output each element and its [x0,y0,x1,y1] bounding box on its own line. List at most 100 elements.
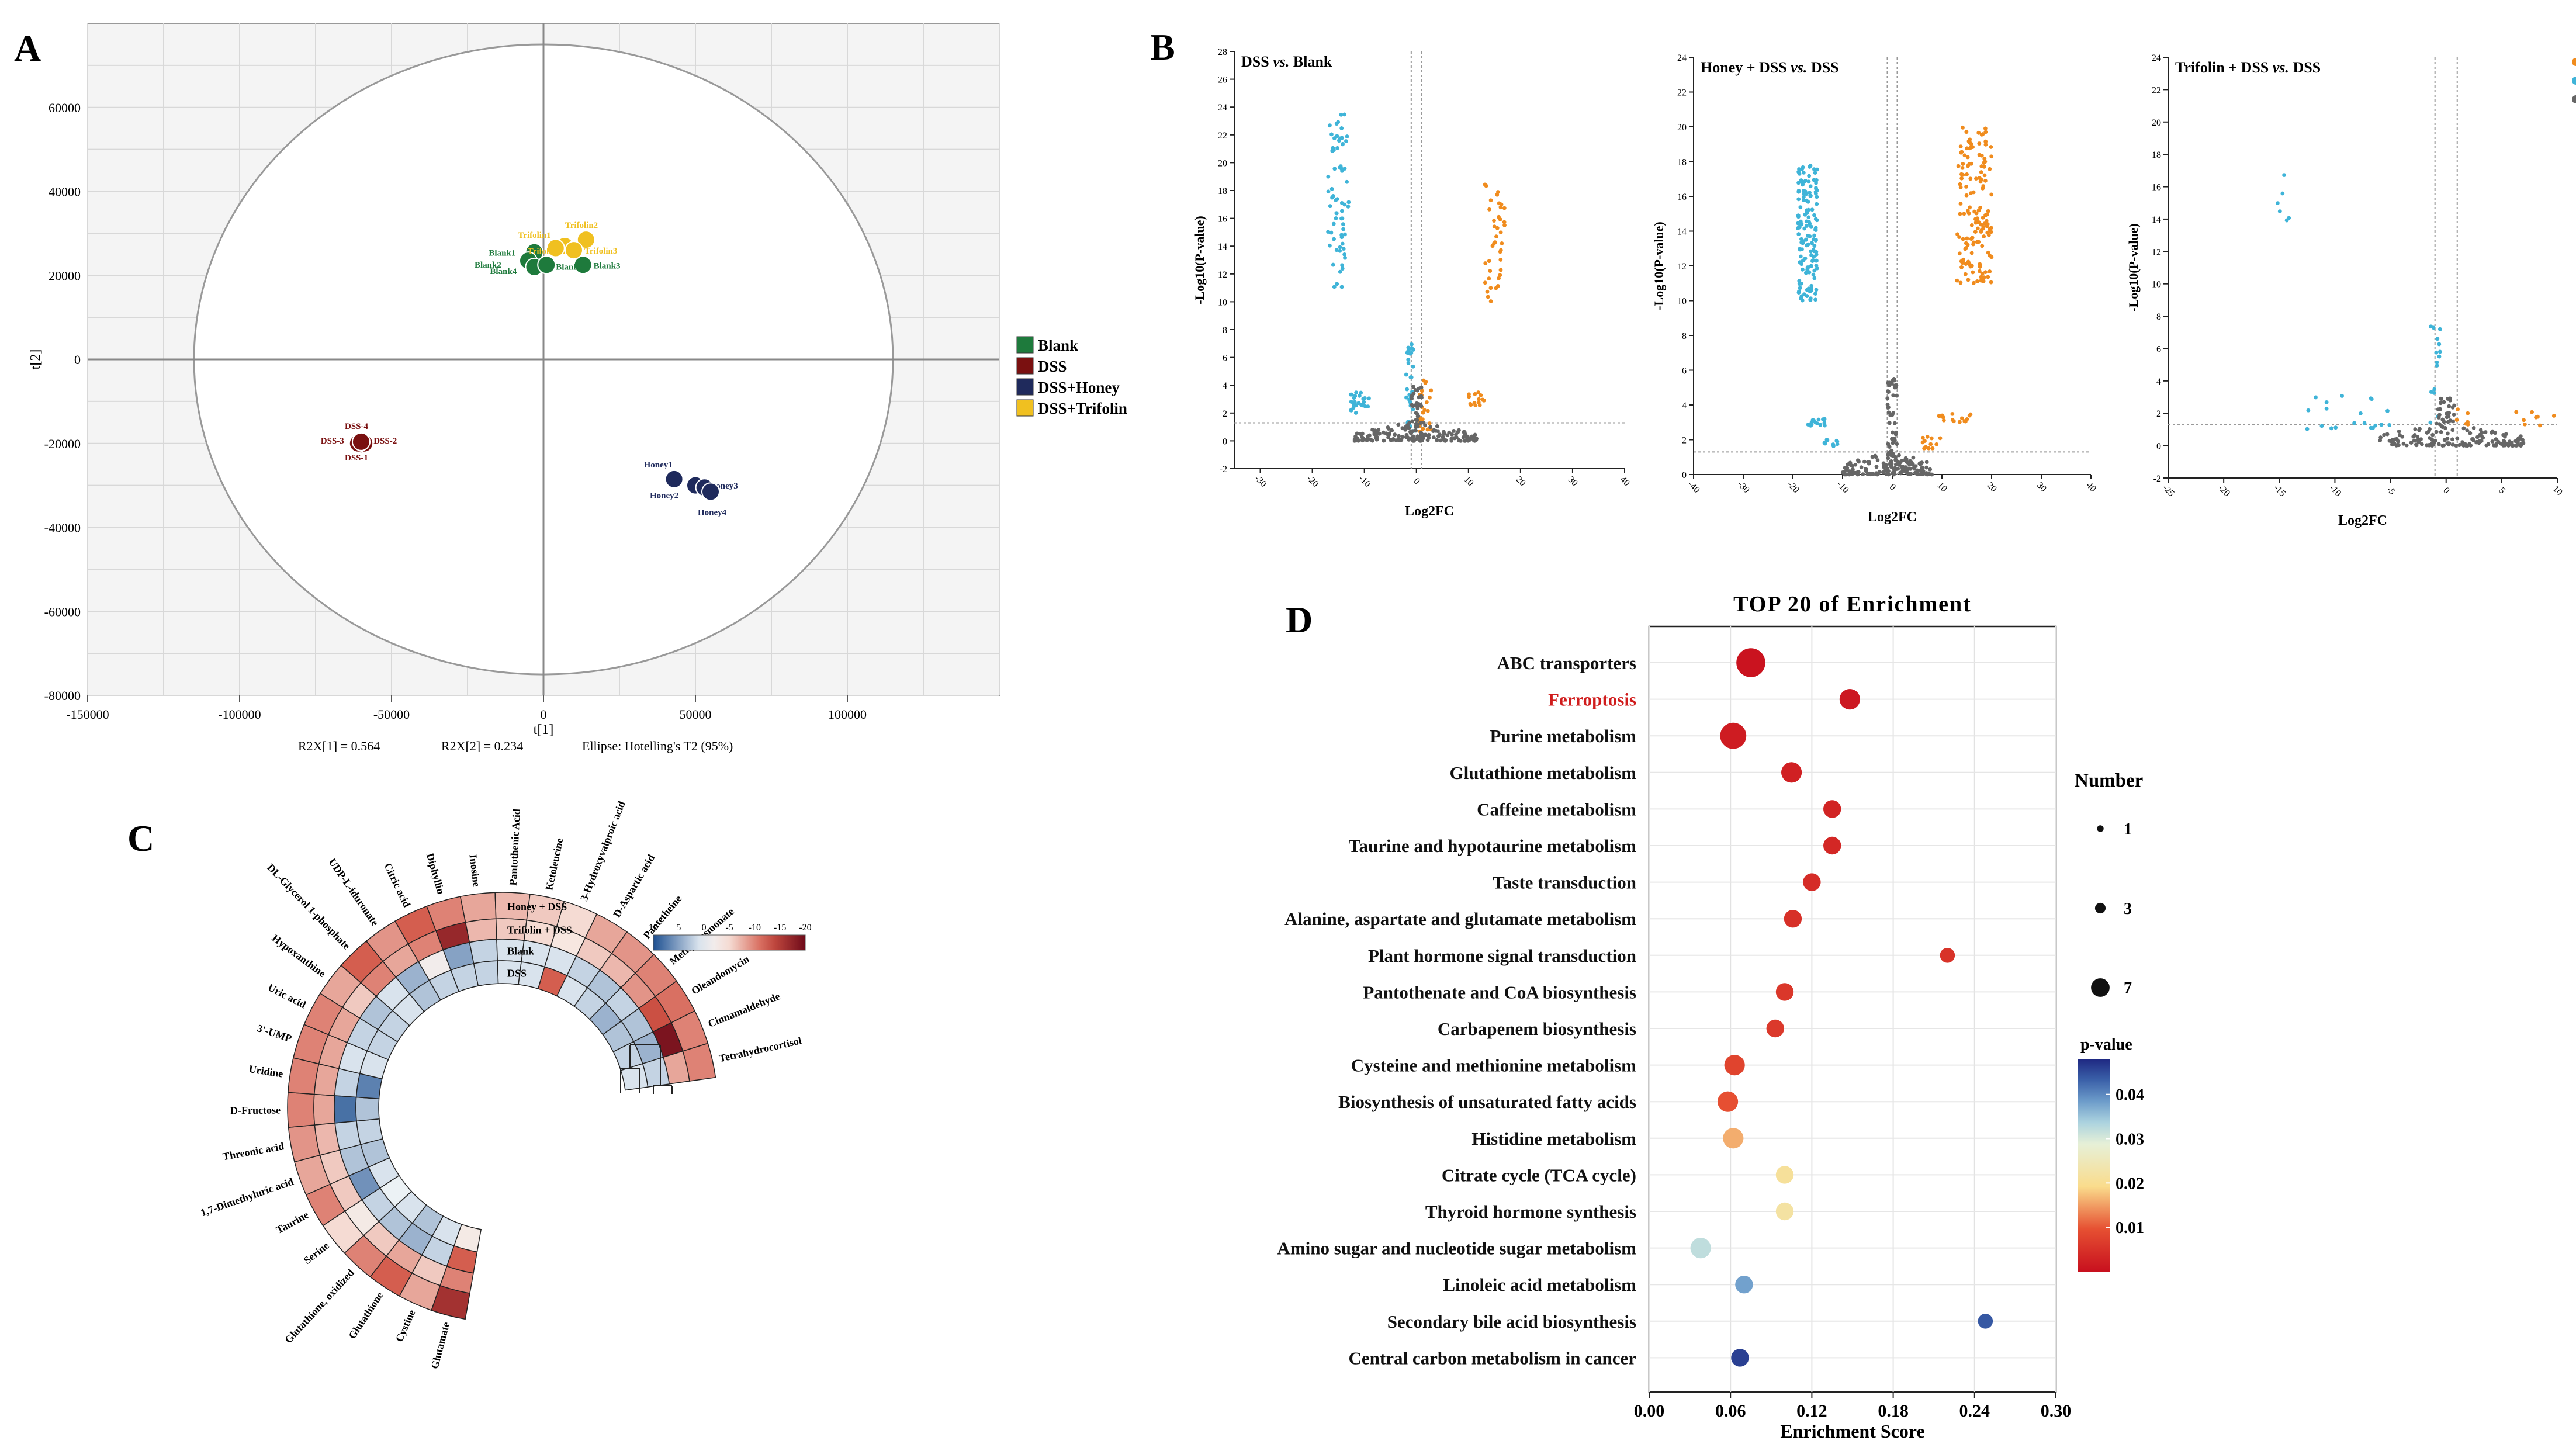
volcano-point-up [1930,446,1935,451]
volcano-point-nodiff [2412,438,2416,443]
pca-y-axis-title: t[2] [28,349,43,370]
volcano-point-up [1940,413,1944,418]
pca-point-label: Trifolin3 [584,247,617,256]
volcano-point-up [1968,412,1973,417]
volcano-point-up [1490,244,1495,248]
volcano-point-down [2385,408,2390,413]
volcano-point-down [1329,132,1334,137]
heatmap-column-label: D-Aspartic acid [611,853,657,920]
volcano-point-down [1367,396,1371,401]
volcano-x-tick-label: 5 [2497,486,2507,496]
volcano-point-down [2340,394,2345,398]
volcano-point-up [1961,172,1965,177]
volcano-point-nodiff [1904,457,1909,462]
volcano-point-down [1804,219,1809,224]
volcano-point-down [1358,393,1362,398]
volcano-point-up [1958,185,1963,189]
volcano-point-up [1989,154,1994,159]
pca-x-tick-label: 100000 [828,707,867,722]
volcano-point-down [1339,285,1344,289]
volcano-point-down [1328,243,1332,248]
pca-footer-text: R2X[1] = 0.564 [298,739,380,753]
volcano-point-up [1979,275,1983,279]
heatmap-scale-tick: 10 [649,923,658,933]
volcano-point-down [2314,395,2318,400]
volcano-x-tick-label: -20 [2216,483,2232,498]
volcano-point-down [1814,186,1819,191]
volcano-point-nodiff [1909,460,1913,465]
volcano-point-up [1498,205,1503,210]
volcano-point-down [1332,136,1337,140]
volcano-point-down [1342,252,1347,257]
volcano-point-down [1799,223,1803,227]
volcano-point-up [1469,403,1473,407]
volcano-y-tick-label: 8 [2156,312,2161,322]
pca-point-label: Blank1 [489,249,515,258]
volcano-legend-dot [2572,58,2576,66]
volcano-point-nodiff [2519,444,2523,448]
volcano-point-up [1958,280,1963,285]
volcano-point-nodiff [1399,438,1404,442]
pca-x-tick-label: 50000 [680,707,712,722]
volcano-point-nodiff [1474,438,1479,442]
volcano-point-nodiff [1370,427,1374,432]
volcano-y-tick-label: 20 [2152,118,2161,128]
volcano-point-down [2437,342,2442,347]
volcano-point-nodiff [1865,472,1870,476]
volcano-point-down [1342,112,1347,117]
volcano-point-down [1340,209,1344,213]
volcano-point-up [1481,398,1485,402]
volcano-point-nodiff [2451,419,2456,424]
volcano-point-nodiff [2418,438,2422,442]
volcano-point-down [1352,400,1357,404]
volcano-point-nodiff [1403,427,1408,432]
volcano-point-up [1965,155,1970,160]
volcano-point-down [1339,235,1344,240]
heatmap-column-label: Glutamate [428,1321,452,1370]
volcano-point-down [1354,390,1359,395]
volcano-point-down [1353,394,1358,398]
volcano-point-down [1814,263,1819,268]
volcano-point-up [1425,408,1430,413]
volcano-point-down [2435,360,2439,365]
volcano-point-down [1798,254,1803,259]
volcano-point-up [1964,262,1968,266]
pvalue-color-bar [2078,1059,2110,1272]
volcano-point-up [1982,173,1987,178]
volcano-point-nodiff [1422,432,1427,437]
volcano-point-down [2373,423,2378,428]
volcano-point-nodiff [1850,463,1854,468]
volcano-point-down [1811,272,1816,277]
volcano-point-nodiff [1418,421,1423,425]
volcano-point-up [1964,185,1968,189]
volcano-point-up [1971,270,1975,275]
volcano-point-down [1805,243,1810,247]
panel-c-circular-heatmap: Glutamate Cystine GlutathioneGlutathione, … [199,799,812,1370]
pathway-label: Glutathione metabolism [1450,763,1637,783]
volcano-point-down [1334,216,1338,220]
pca-point-label: DSS-2 [373,437,397,446]
volcano-point-nodiff [1917,462,1922,466]
volcano-point-nodiff [1417,402,1421,406]
volcano-point-up [1962,419,1967,424]
volcano-point-nodiff [1404,432,1409,437]
volcano-point-nodiff [1413,387,1418,392]
volcano-point-down [1404,395,1408,400]
size-legend-label: 3 [2124,900,2132,918]
volcano-point-up [1495,190,1500,194]
heatmap-column-label: Glutathione [346,1290,385,1341]
volcano-point-nodiff [2471,425,2476,430]
volcano-point-up [1941,418,1946,423]
volcano-point-up [1472,401,1477,406]
volcano-legend-dot [2572,95,2576,103]
volcano-point-up [1498,273,1502,278]
volcano-point-up [1981,186,1985,191]
volcano-y-tick-label: 24 [1677,53,1687,63]
volcano-point-nodiff [2475,439,2479,444]
volcano-point-up [1494,234,1498,239]
pca-point-label: Trifolin4 [528,247,561,257]
volcano-point-up [1473,392,1477,396]
volcano-point-up [1421,427,1425,431]
